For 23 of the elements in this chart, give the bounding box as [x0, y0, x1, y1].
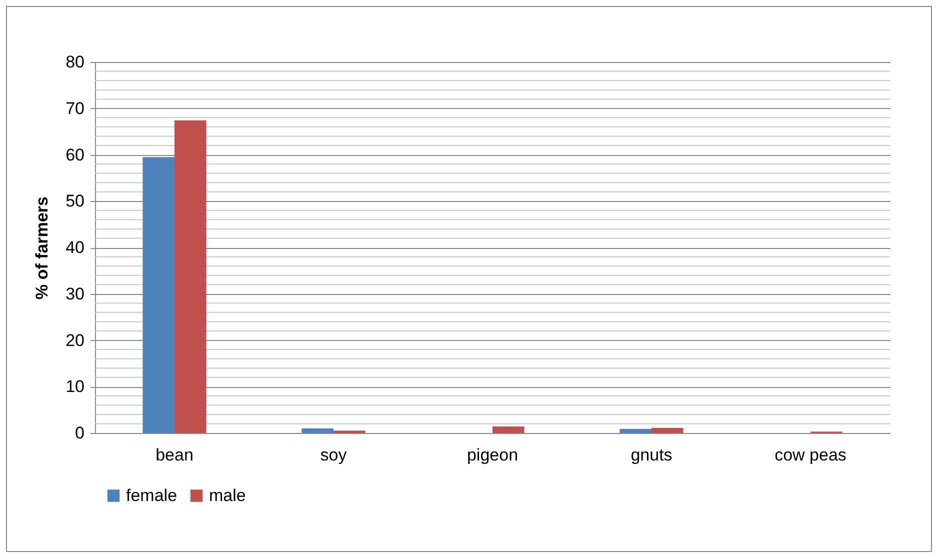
bar	[652, 428, 684, 433]
x-tick-label: gnuts	[630, 446, 672, 464]
y-tick-label: 60	[66, 145, 84, 164]
x-tick-label: soy	[320, 446, 348, 464]
y-tick-label: 0	[75, 424, 84, 442]
y-tick-label: 70	[66, 98, 84, 118]
x-tick-label: cow peas	[774, 446, 846, 464]
bar	[142, 157, 174, 433]
y-tick-label: 40	[66, 238, 84, 257]
y-tick-label: 50	[66, 192, 84, 211]
x-tick-label: bean	[156, 446, 194, 464]
y-tick-label: 20	[66, 330, 84, 350]
y-tick-label: 30	[66, 284, 84, 304]
y-axis-title: % of farmers	[32, 196, 52, 300]
bar	[492, 426, 524, 433]
bar	[620, 428, 652, 433]
y-tick-label: 80	[66, 52, 84, 72]
bar	[302, 428, 334, 433]
legend-label: female	[126, 486, 178, 505]
bar	[174, 120, 206, 433]
legend-label: male	[209, 486, 246, 505]
x-tick-label: pigeon	[466, 446, 518, 464]
y-tick-label: 10	[66, 377, 84, 396]
